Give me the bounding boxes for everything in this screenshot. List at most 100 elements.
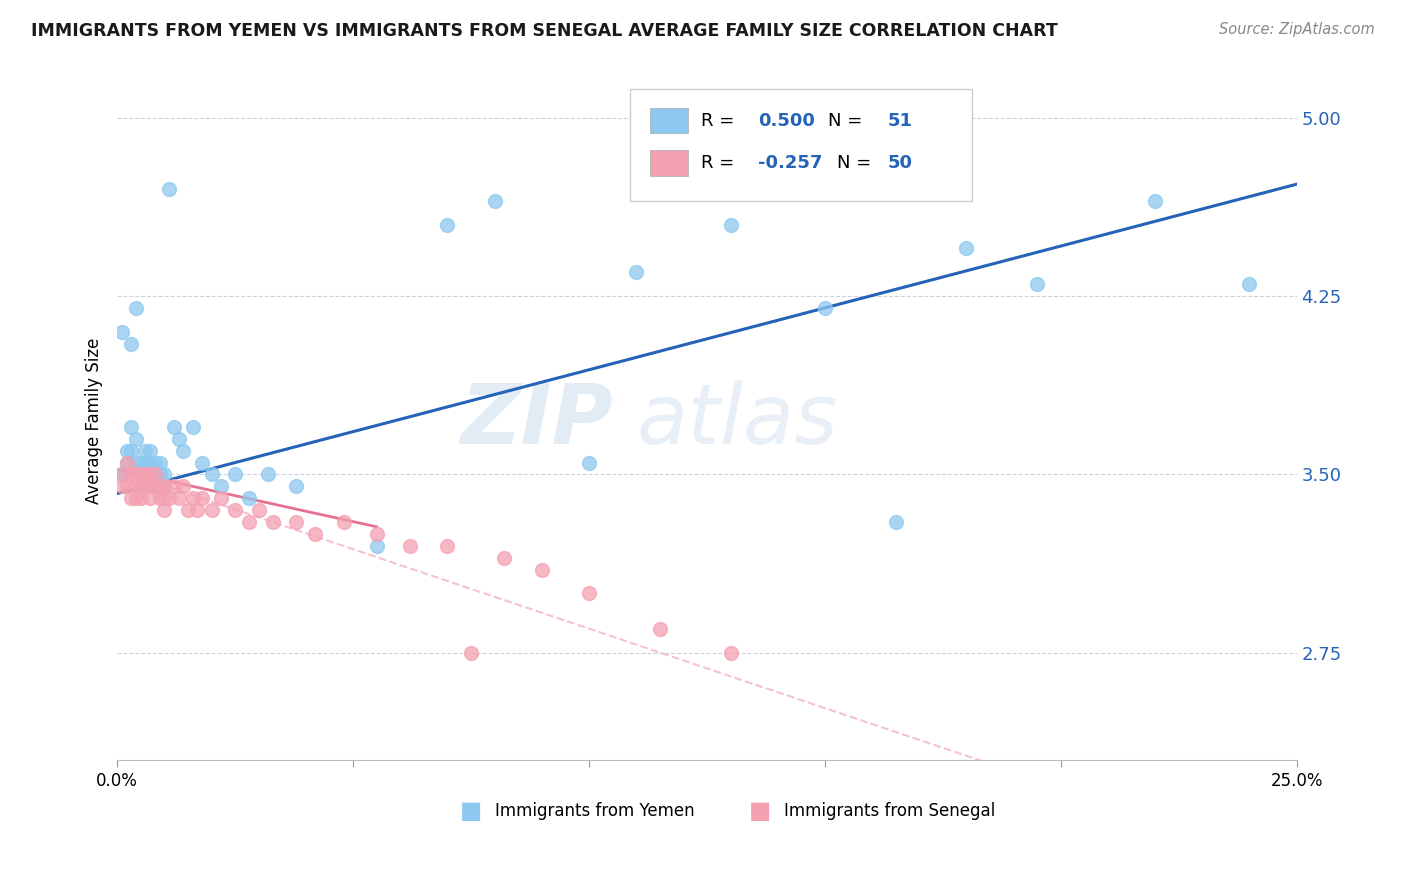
Point: [172, 479, 194, 493]
Point: [814, 301, 837, 315]
Text: atlas: atlas: [636, 380, 838, 461]
Point: [149, 491, 172, 506]
Point: [115, 479, 138, 493]
Point: [262, 515, 284, 529]
Point: [1026, 277, 1049, 292]
Text: 0.500: 0.500: [758, 112, 814, 129]
Point: [332, 515, 354, 529]
Text: R =: R =: [702, 154, 740, 172]
Point: [134, 443, 156, 458]
Point: [167, 432, 190, 446]
Point: [578, 456, 600, 470]
Point: [366, 539, 388, 553]
Point: [720, 218, 742, 232]
Point: [129, 467, 152, 482]
Point: [163, 420, 186, 434]
Point: [120, 420, 142, 434]
Point: [153, 491, 176, 506]
Point: [285, 515, 308, 529]
Point: [209, 479, 232, 493]
Point: [191, 491, 214, 506]
Point: [484, 194, 506, 208]
Point: [157, 182, 180, 196]
Point: [209, 491, 232, 506]
Point: [257, 467, 280, 482]
Point: [111, 479, 134, 493]
Point: [436, 539, 458, 553]
Text: N =: N =: [837, 154, 877, 172]
Point: [143, 467, 166, 482]
Text: 50: 50: [887, 154, 912, 172]
Point: [125, 491, 148, 506]
Point: [143, 456, 166, 470]
Point: [149, 467, 172, 482]
Point: [149, 456, 172, 470]
Point: [153, 479, 176, 493]
Point: [153, 467, 176, 482]
Point: [167, 491, 190, 506]
Point: [139, 456, 162, 470]
Point: [125, 432, 148, 446]
Text: N =: N =: [828, 112, 869, 129]
Point: [134, 479, 156, 493]
Text: 51: 51: [887, 112, 912, 129]
Point: [143, 479, 166, 493]
Point: [139, 467, 162, 482]
Point: [157, 491, 180, 506]
Point: [181, 491, 204, 506]
Point: [238, 491, 260, 506]
Point: [366, 527, 388, 541]
Text: ■: ■: [749, 799, 772, 822]
Point: [200, 467, 222, 482]
Text: Source: ZipAtlas.com: Source: ZipAtlas.com: [1219, 22, 1375, 37]
Point: [177, 503, 200, 517]
Text: Immigrants from Yemen: Immigrants from Yemen: [495, 802, 695, 820]
FancyBboxPatch shape: [651, 108, 688, 134]
Point: [200, 503, 222, 517]
Point: [111, 325, 134, 339]
Point: [436, 218, 458, 232]
Point: [153, 479, 176, 493]
Point: [125, 456, 148, 470]
Point: [304, 527, 326, 541]
Point: [163, 479, 186, 493]
Point: [139, 491, 162, 506]
Point: [115, 443, 138, 458]
Point: [1239, 277, 1261, 292]
Point: [129, 479, 152, 493]
Point: [129, 479, 152, 493]
Point: [111, 467, 134, 482]
Text: -0.257: -0.257: [758, 154, 823, 172]
Point: [143, 479, 166, 493]
Point: [125, 479, 148, 493]
Point: [224, 503, 246, 517]
Point: [125, 467, 148, 482]
Y-axis label: Average Family Size: Average Family Size: [86, 338, 103, 504]
Point: [460, 646, 482, 660]
Point: [224, 467, 246, 482]
Point: [191, 456, 214, 470]
Point: [139, 467, 162, 482]
Point: [143, 467, 166, 482]
Point: [648, 622, 671, 636]
Point: [398, 539, 420, 553]
Point: [120, 443, 142, 458]
Point: [247, 503, 270, 517]
Point: [139, 479, 162, 493]
Point: [115, 456, 138, 470]
Point: [149, 479, 172, 493]
Point: [1144, 194, 1167, 208]
Point: [172, 443, 194, 458]
Point: [530, 563, 553, 577]
Point: [955, 242, 977, 256]
Point: [129, 491, 152, 506]
Point: [115, 456, 138, 470]
Point: [720, 646, 742, 660]
Point: [624, 265, 647, 279]
Point: [285, 479, 308, 493]
Text: IMMIGRANTS FROM YEMEN VS IMMIGRANTS FROM SENEGAL AVERAGE FAMILY SIZE CORRELATION: IMMIGRANTS FROM YEMEN VS IMMIGRANTS FROM…: [31, 22, 1057, 40]
Point: [134, 456, 156, 470]
Point: [125, 301, 148, 315]
Text: ■: ■: [460, 799, 482, 822]
Text: ZIP: ZIP: [460, 380, 613, 461]
